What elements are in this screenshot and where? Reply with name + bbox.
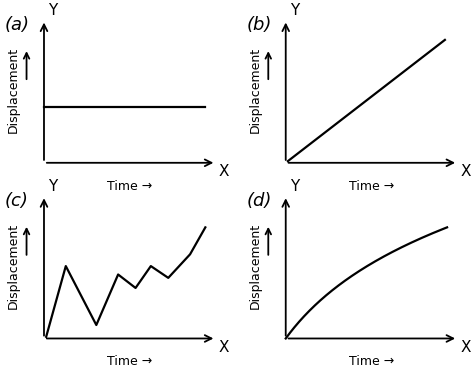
Text: X: X xyxy=(460,164,471,179)
Text: Y: Y xyxy=(290,3,300,18)
Text: Time →: Time → xyxy=(108,355,153,366)
Text: Displacement: Displacement xyxy=(249,47,262,134)
Text: (c): (c) xyxy=(5,192,28,210)
Text: Time →: Time → xyxy=(108,180,153,193)
Text: Displacement: Displacement xyxy=(7,223,20,309)
Text: (a): (a) xyxy=(5,16,30,34)
Text: Time →: Time → xyxy=(349,180,394,193)
Text: (d): (d) xyxy=(246,192,272,210)
Text: Y: Y xyxy=(48,3,58,18)
Text: Y: Y xyxy=(290,179,300,194)
Text: Time →: Time → xyxy=(349,355,394,366)
Text: Y: Y xyxy=(48,179,58,194)
Text: X: X xyxy=(219,340,229,355)
Text: Displacement: Displacement xyxy=(249,223,262,309)
Text: X: X xyxy=(460,340,471,355)
Text: Displacement: Displacement xyxy=(7,47,20,134)
Text: (b): (b) xyxy=(246,16,272,34)
Text: X: X xyxy=(219,164,229,179)
